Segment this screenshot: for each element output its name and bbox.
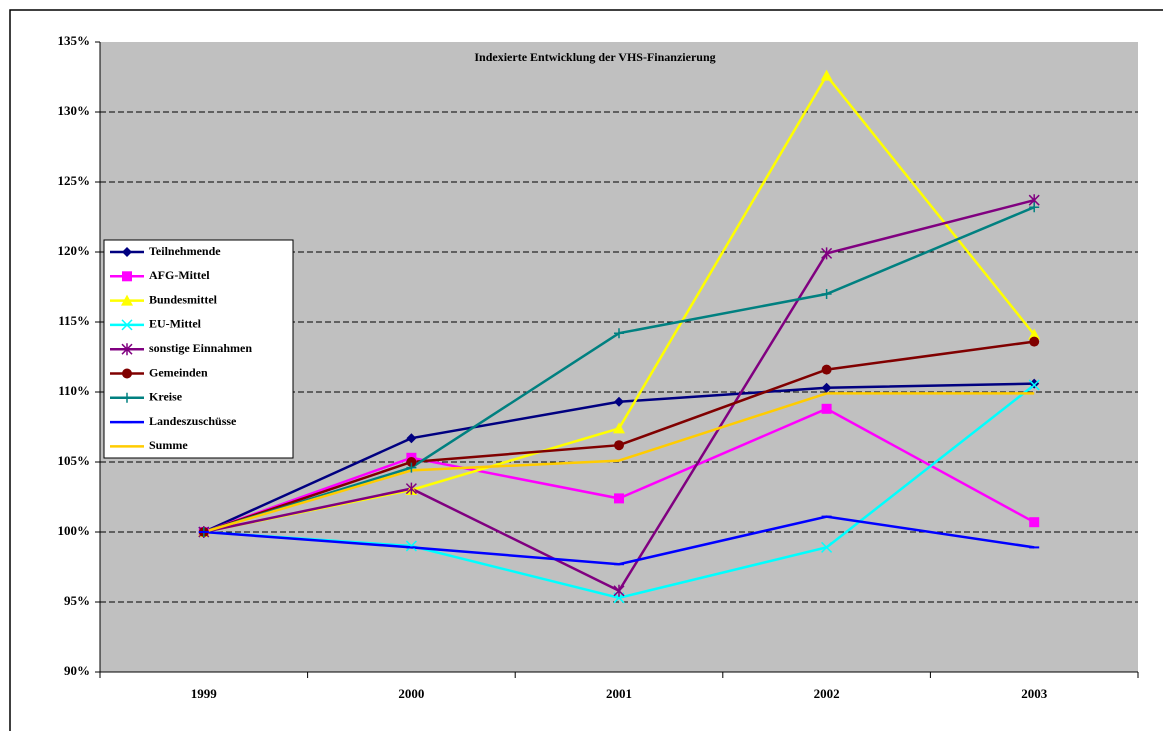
legend-label: Teilnehmende (149, 244, 221, 258)
marker (821, 364, 832, 375)
marker (614, 440, 624, 451)
marker (121, 343, 133, 356)
y-tick-label: 135% (58, 33, 91, 48)
marker (121, 319, 133, 331)
marker (406, 457, 417, 467)
marker (405, 540, 417, 552)
y-tick-label: 105% (58, 453, 91, 468)
marker (122, 368, 132, 379)
marker (821, 541, 833, 553)
chart-frame (9, 9, 1163, 731)
marker (820, 69, 833, 81)
marker (614, 328, 624, 339)
marker (406, 462, 417, 473)
legend-label: Bundesmittel (149, 292, 218, 306)
y-tick-label: 130% (58, 103, 91, 118)
marker (614, 493, 624, 504)
marker (613, 584, 625, 597)
marker (121, 294, 133, 306)
marker (821, 403, 832, 414)
x-tick-label: 2000 (398, 686, 424, 701)
legend-label: AFG-Mittel (149, 268, 210, 282)
marker (821, 247, 833, 260)
x-tick-label: 2002 (814, 686, 840, 701)
marker (122, 247, 132, 257)
marker (122, 392, 132, 403)
y-tick-label: 100% (58, 523, 91, 538)
x-tick-label: 2001 (606, 686, 632, 701)
marker (821, 382, 832, 393)
marker (1028, 379, 1040, 391)
marker (405, 482, 417, 495)
x-tick-label: 1999 (191, 686, 218, 701)
marker (406, 433, 417, 444)
y-tick-label: 120% (58, 243, 91, 258)
chart-title: Indexierte Entwicklung der VHS-Finanzier… (474, 50, 715, 64)
legend-label: sonstige Einnahmen (149, 341, 252, 355)
marker (1029, 378, 1040, 389)
y-tick-label: 125% (58, 173, 91, 188)
legend-label: Gemeinden (149, 365, 208, 379)
marker (1029, 517, 1040, 528)
series-line (203, 392, 1035, 534)
legend-label: Landeszuschüsse (149, 414, 237, 428)
legend-label: Kreise (149, 390, 183, 404)
legend-label: Summe (149, 438, 188, 452)
y-tick-label: 90% (64, 663, 90, 678)
marker (1029, 336, 1040, 347)
marker (1029, 202, 1040, 213)
marker (122, 271, 132, 282)
legend-label: EU-Mittel (149, 317, 202, 331)
marker (821, 289, 832, 299)
y-tick-label: 115% (58, 313, 90, 328)
x-tick-label: 2003 (1021, 686, 1048, 701)
marker (1028, 328, 1041, 340)
marker (613, 422, 625, 434)
marker (614, 396, 624, 407)
y-tick-label: 95% (64, 593, 90, 608)
y-tick-label: 110% (58, 383, 90, 398)
